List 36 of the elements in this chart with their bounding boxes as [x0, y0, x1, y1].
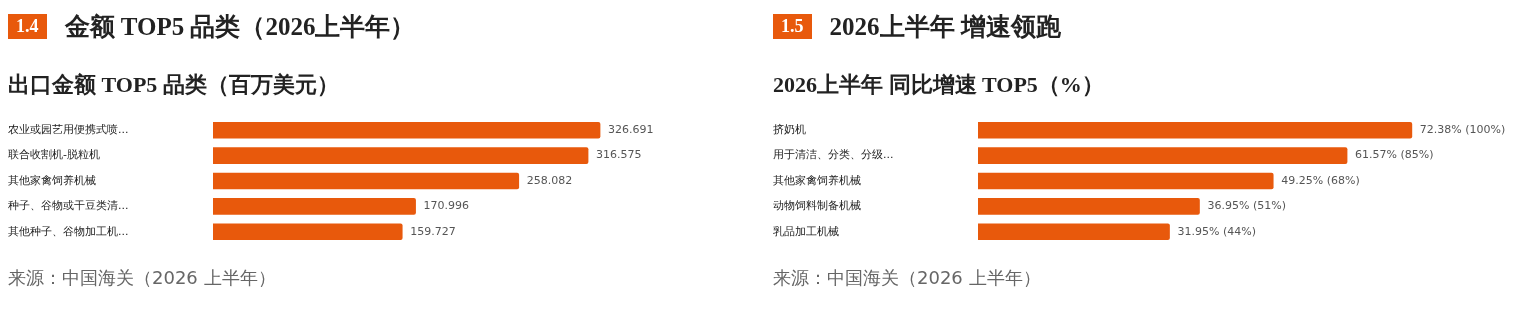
chart-subtitle: 出口金额 TOP5 品类（百万美元）: [8, 71, 340, 99]
y-tick-label: 种子、谷物或干豆类清...: [8, 199, 129, 213]
data-label: 36.95% (51%): [1207, 199, 1286, 213]
data-label: 49.25% (68%): [1281, 173, 1360, 187]
bar: [978, 147, 1348, 164]
source-note: 来源：中国海关（2026 上半年）: [8, 266, 277, 290]
data-label: 61.57% (85%): [1355, 148, 1434, 162]
data-label: 258.082: [526, 173, 573, 187]
y-tick-label: 其他家禽饲养机械: [773, 173, 861, 187]
data-label: 326.691: [608, 123, 654, 137]
y-tick-label: 动物饲料制备机械: [773, 199, 861, 213]
bar: [213, 147, 589, 164]
data-label: 72.38% (100%): [1419, 123, 1506, 137]
chart-title: 1.5 2026上半年 增速领跑: [781, 12, 1061, 40]
bar: [978, 121, 1413, 139]
data-label: 159.727: [410, 224, 456, 238]
data-label: 316.575: [596, 148, 642, 162]
y-tick-label: 其他种子、谷物加工机...: [8, 224, 129, 238]
y-tick-label: 乳品加工机械: [773, 224, 839, 238]
y-tick-label: 联合收割机-脱粒机: [8, 148, 100, 162]
data-label: 31.95% (44%): [1177, 224, 1256, 238]
bar: [213, 121, 601, 139]
y-tick-label: 农业或园艺用便携式喷...: [8, 123, 129, 137]
bar: [213, 198, 416, 215]
y-tick-label: 用于清洁、分类、分级...: [773, 148, 894, 162]
bar: [213, 172, 520, 190]
data-label: 170.996: [423, 199, 470, 213]
source-note: 来源：中国海关（2026 上半年）: [773, 266, 1042, 290]
bar: [978, 223, 1170, 241]
y-tick-label: 挤奶机: [773, 123, 806, 137]
y-tick-label: 其他家禽饲养机械: [8, 173, 96, 187]
bar: [978, 198, 1200, 215]
chart-title: 1.4 金额 TOP5 品类（2026上半年）: [16, 12, 416, 40]
chart-subtitle: 2026上半年 同比增速 TOP5（%）: [773, 71, 1105, 99]
bar: [213, 223, 403, 241]
bar: [978, 172, 1274, 190]
